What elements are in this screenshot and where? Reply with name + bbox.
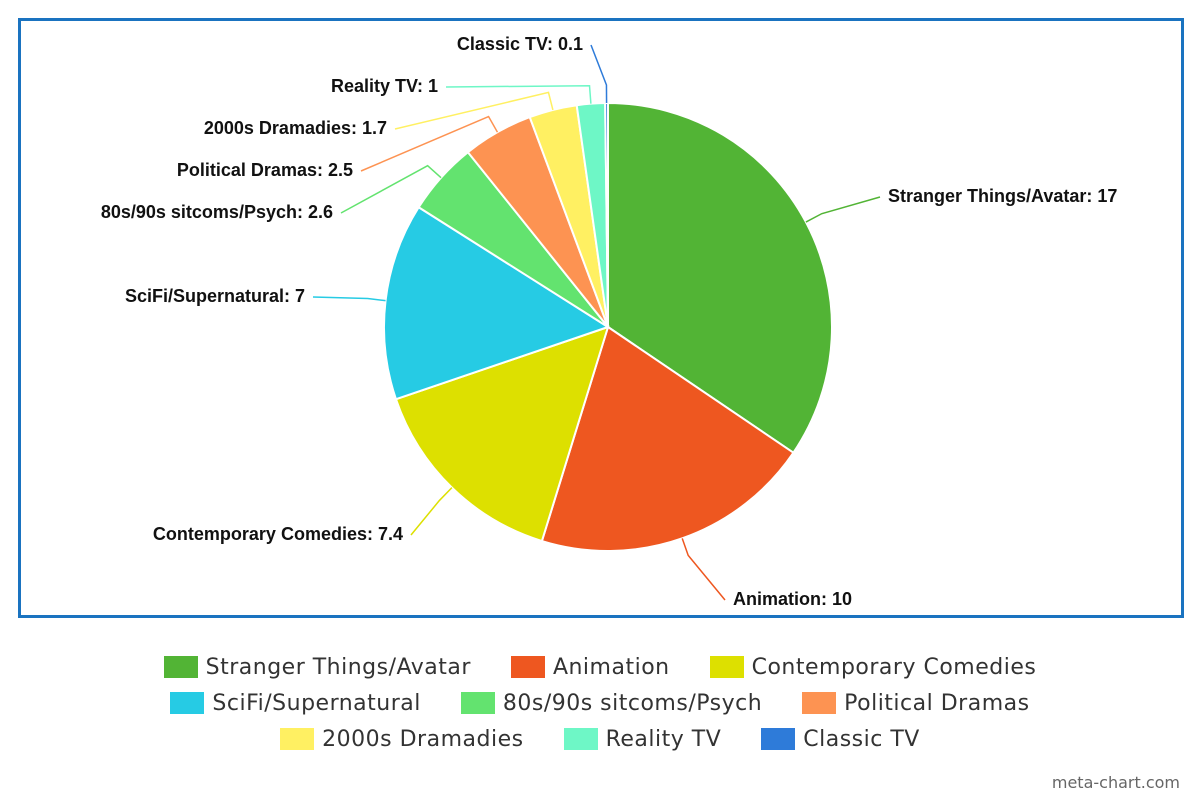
- data-label: Animation: 10: [733, 589, 852, 609]
- legend-label: 2000s Dramadies: [322, 726, 524, 752]
- legend-item: Reality TV: [563, 726, 722, 752]
- leader-line: [805, 196, 881, 223]
- legend-item: SciFi/Supernatural: [170, 691, 420, 716]
- legend-label: Stranger Things/Avatar: [205, 654, 471, 680]
- legend: Stranger Things/Avatar Animation Contempor…: [0, 649, 1200, 757]
- legend-swatch: [709, 656, 744, 678]
- leader-line: [312, 296, 386, 302]
- leader-line: [590, 44, 608, 104]
- legend-swatch: [280, 728, 315, 750]
- leader-line: [681, 538, 726, 601]
- leader-line: [445, 84, 592, 104]
- legend-swatch: [563, 728, 598, 750]
- pie-slice: [383, 205, 611, 401]
- legend-swatch: [163, 656, 198, 678]
- credit: meta-chart.com: [1051, 773, 1180, 792]
- legend-item: Contemporary Comedies: [709, 654, 1037, 680]
- leader-line: [410, 487, 453, 536]
- chart: Stranger Things/Avatar: 17 Animation: 10 C…: [101, 34, 1118, 609]
- legend-item: Political Dramas: [802, 691, 1029, 716]
- legend-label: Animation: [552, 654, 670, 680]
- legend-row: 2000s Dramadies Reality TV Classic TV: [0, 721, 1200, 757]
- pie-slice: [540, 325, 795, 552]
- pie-slice: [607, 101, 833, 455]
- data-label: Contemporary Comedies: 7.4: [153, 524, 403, 544]
- leader-line: [340, 164, 442, 214]
- legend-swatch: [460, 692, 495, 714]
- legend-label: SciFi/Supernatural: [212, 690, 421, 716]
- data-label: Stranger Things/Avatar: 17: [888, 186, 1117, 206]
- legend-swatch: [761, 728, 796, 750]
- legend-item: 80s/90s sitcoms/Psych: [460, 690, 763, 716]
- legend-row: SciFi/Supernatural 80s/90s sitcoms/Psych P…: [0, 685, 1200, 721]
- leader-line: [360, 115, 499, 172]
- legend-item: Classic TV: [761, 727, 920, 752]
- legend-label: 80s/90s sitcoms/Psych: [502, 690, 763, 716]
- data-label: 80s/90s sitcoms/Psych: 2.6: [101, 202, 333, 222]
- legend-label: Reality TV: [605, 726, 722, 752]
- legend-row: Stranger Things/Avatar Animation Contempor…: [0, 649, 1200, 685]
- legend-swatch: [510, 656, 545, 678]
- data-label: 2000s Dramadies: 1.7: [204, 118, 387, 138]
- legend-item: Animation: [510, 654, 670, 680]
- legend-label: Contemporary Comedies: [751, 654, 1037, 680]
- legend-label: Classic TV: [803, 726, 920, 752]
- data-label: SciFi/Supernatural: 7: [125, 286, 305, 306]
- legend-item: Stranger Things/Avatar: [163, 654, 471, 680]
- chart-frame: [18, 18, 1184, 618]
- data-label: Political Dramas: 2.5: [177, 160, 353, 180]
- legend-swatch: [802, 692, 837, 714]
- legend-item: 2000s Dramadies: [280, 727, 523, 752]
- pie-slice: [394, 325, 610, 543]
- leader-line: [394, 91, 554, 130]
- legend-swatch: [170, 692, 205, 714]
- legend-label: Political Dramas: [844, 690, 1030, 716]
- data-label: Classic TV: 0.1: [457, 34, 583, 54]
- data-label: Reality TV: 1: [331, 76, 438, 96]
